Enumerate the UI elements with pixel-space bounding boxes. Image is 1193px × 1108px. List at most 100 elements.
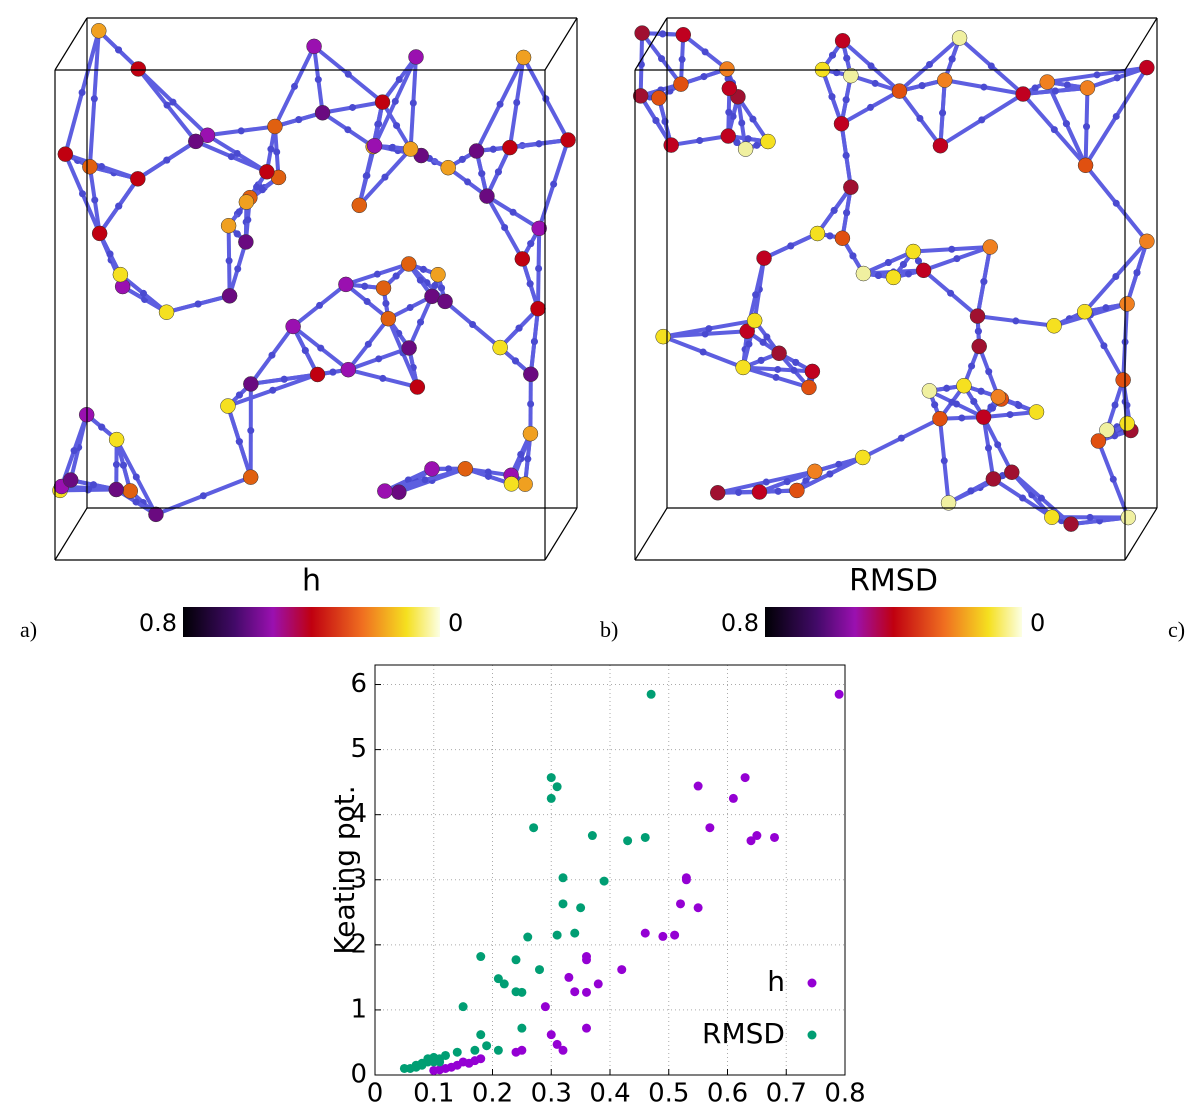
bridge-atom — [115, 46, 123, 54]
atom — [843, 179, 859, 195]
bridge-atom — [948, 245, 956, 253]
bridge-atom — [244, 216, 252, 224]
atom — [57, 146, 74, 162]
bridge-atom — [194, 300, 202, 308]
bridge-atom — [431, 282, 439, 290]
atom — [905, 243, 922, 260]
atom — [1044, 509, 1060, 525]
bridge-atom — [478, 170, 486, 178]
atom — [1139, 59, 1155, 76]
atom — [91, 225, 108, 242]
atom — [951, 30, 968, 46]
point — [511, 955, 521, 965]
atom — [1015, 86, 1031, 102]
bridge-atom — [542, 95, 550, 103]
bridge-atom — [269, 386, 277, 394]
bridge-atom — [916, 114, 924, 122]
bridge-atom — [918, 82, 926, 90]
point — [493, 974, 503, 984]
bridge-atom — [527, 400, 535, 408]
atom — [809, 225, 826, 242]
atom — [238, 194, 255, 210]
structure-render — [52, 17, 578, 561]
atom — [158, 304, 175, 320]
atom — [915, 262, 932, 279]
bridge-atom — [867, 62, 875, 70]
bridge-atom — [871, 79, 879, 87]
point — [834, 689, 844, 699]
point — [640, 832, 650, 842]
atom — [122, 483, 139, 499]
bridge-atom — [132, 498, 140, 506]
atom — [735, 359, 751, 376]
bridge-atom — [866, 103, 874, 111]
bridge-atom — [987, 62, 995, 70]
bridge-atom — [237, 127, 245, 135]
point — [558, 1045, 568, 1055]
bridge-atom — [421, 476, 429, 484]
bridge-atom — [361, 282, 369, 290]
atom — [1119, 296, 1135, 312]
atom — [833, 116, 850, 132]
bridge-atom — [464, 178, 472, 186]
bridge-atom — [169, 98, 177, 106]
bridge-atom — [513, 99, 521, 107]
bridge-atom — [163, 101, 171, 109]
bridge-atom — [489, 145, 497, 153]
point — [546, 793, 556, 803]
atom — [739, 323, 755, 340]
bridge-atom — [233, 150, 241, 158]
atom — [751, 484, 768, 500]
point — [464, 1058, 474, 1068]
bridge-atom — [678, 55, 686, 63]
atom — [457, 461, 474, 477]
point — [623, 836, 633, 846]
point — [511, 1047, 521, 1057]
bridge-atom — [1063, 81, 1071, 89]
atom — [62, 472, 79, 488]
atom — [530, 300, 546, 317]
bridge-atom — [225, 257, 233, 265]
bridge-atom — [363, 298, 371, 306]
bridge-atom — [295, 116, 303, 124]
bridge-atom — [1102, 304, 1110, 312]
bridge-atom — [1086, 513, 1094, 521]
bridge-atom — [438, 284, 446, 292]
atom — [515, 49, 532, 66]
y-tick-label: 0 — [350, 1060, 367, 1090]
bridge-atom — [98, 423, 106, 431]
atom — [663, 137, 679, 153]
point — [399, 1063, 409, 1073]
cell-edge — [1124, 17, 1158, 71]
atom — [188, 133, 204, 150]
x-tick-label: 0.5 — [648, 1079, 689, 1108]
bridge-atom — [926, 61, 934, 69]
point — [746, 836, 756, 846]
atom — [338, 276, 354, 293]
bridge-atom — [280, 375, 288, 383]
bridge-atom — [484, 472, 492, 480]
bridge-atom — [379, 374, 387, 382]
atom — [523, 366, 539, 383]
point — [558, 899, 568, 909]
bridge-atom — [745, 340, 753, 348]
atom — [424, 288, 440, 305]
point — [452, 1047, 462, 1057]
atom — [1077, 157, 1094, 174]
point — [617, 965, 627, 975]
bridge-atom — [744, 135, 752, 143]
bridge-atom — [735, 488, 743, 496]
legend-marker — [807, 978, 817, 988]
bridge-atom — [388, 144, 396, 152]
bridge-atom — [830, 206, 838, 214]
bridge-atom — [417, 318, 425, 326]
atom — [843, 67, 859, 84]
point — [770, 832, 779, 842]
bridge-atom — [700, 73, 708, 81]
point — [570, 928, 580, 938]
bridge-atom — [884, 259, 892, 267]
atom — [402, 141, 419, 157]
point — [458, 1002, 468, 1012]
bridge-atom — [375, 355, 383, 363]
bridge-atom — [395, 76, 403, 84]
